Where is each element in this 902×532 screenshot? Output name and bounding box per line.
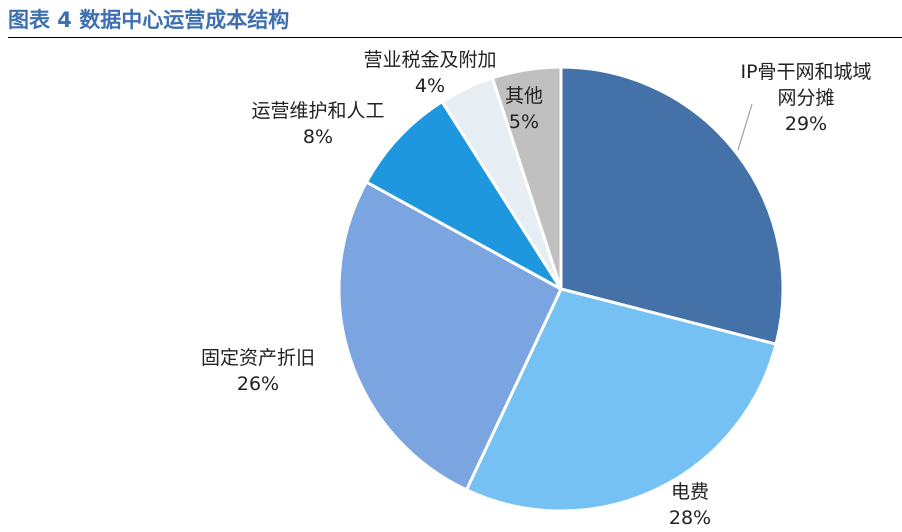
slice-value-label-6: 5%: [509, 111, 539, 133]
leader-line-1: [737, 103, 753, 151]
pie-slice-4: [364, 100, 563, 291]
slice-category-label-3: 固定资产折旧: [201, 347, 315, 369]
slice-value-label-4: 8%: [303, 126, 333, 148]
slice-category-label-5: 营业税金及附加: [363, 49, 496, 71]
slice-category-label-4: 运营维护和人工: [251, 100, 384, 122]
slice-value-label-2: 28%: [669, 507, 711, 529]
slice-value-label-5: 4%: [415, 75, 445, 97]
pie-slice-1: [559, 65, 785, 346]
slice-category-label-6: 其他: [505, 85, 543, 107]
title-rule: [8, 37, 902, 38]
pie-slice-2: [464, 287, 778, 513]
chart-title: 图表 4 数据中心运营成本结构: [8, 8, 290, 32]
slice-category-label-2: 电费: [671, 481, 709, 503]
slice-value-label-3: 26%: [237, 373, 279, 395]
slice-value-label-1: 29%: [785, 113, 827, 135]
slice-category-label-1: 网分摊: [777, 87, 834, 109]
pie-slice-6: [490, 65, 563, 291]
slice-category-label-1: IP骨干网和城域: [740, 61, 871, 83]
